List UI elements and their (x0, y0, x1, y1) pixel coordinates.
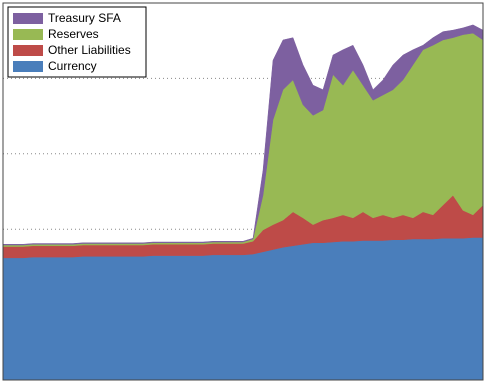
legend: Treasury SFA Reserves Other Liabilities Cur… (7, 6, 147, 78)
legend-label: Currency (48, 59, 97, 73)
legend-swatch (13, 13, 43, 24)
plot-frame (2, 2, 484, 381)
legend-swatch (13, 45, 43, 56)
legend-label: Reserves (48, 27, 99, 41)
legend-label: Treasury SFA (48, 11, 121, 25)
legend-label: Other Liabilities (48, 43, 131, 57)
legend-swatch (13, 61, 43, 72)
area (2, 237, 484, 381)
legend-swatch (13, 29, 43, 40)
